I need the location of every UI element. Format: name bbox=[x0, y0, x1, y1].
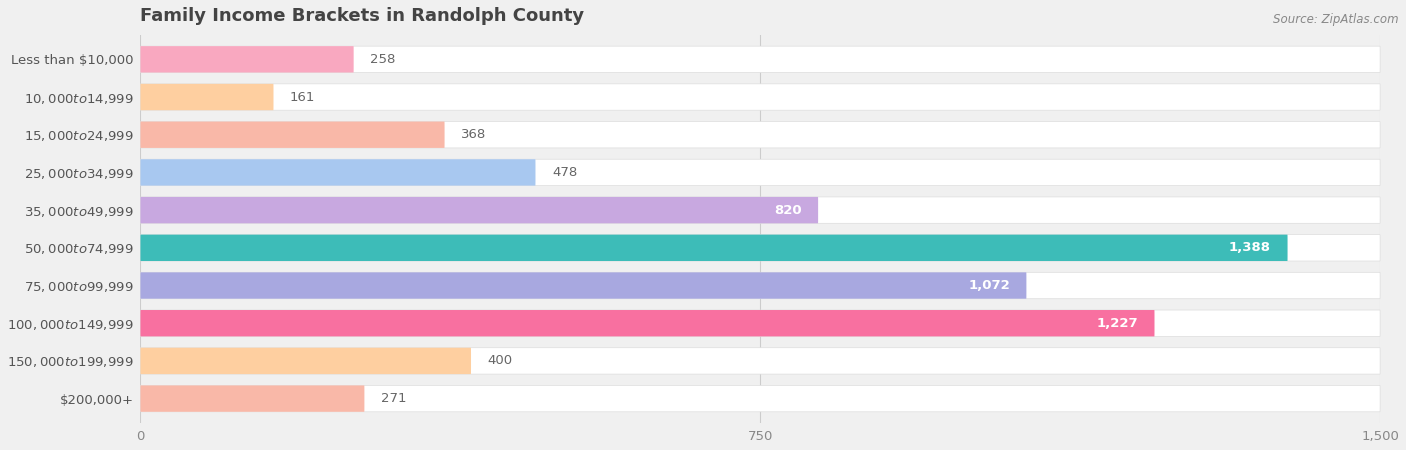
FancyBboxPatch shape bbox=[141, 272, 1026, 299]
FancyBboxPatch shape bbox=[141, 159, 1381, 185]
FancyBboxPatch shape bbox=[141, 385, 1381, 412]
FancyBboxPatch shape bbox=[141, 84, 274, 110]
FancyBboxPatch shape bbox=[141, 122, 1381, 148]
Text: 271: 271 bbox=[381, 392, 406, 405]
FancyBboxPatch shape bbox=[141, 234, 1381, 261]
FancyBboxPatch shape bbox=[141, 310, 1154, 337]
Text: 258: 258 bbox=[370, 53, 395, 66]
Text: Source: ZipAtlas.com: Source: ZipAtlas.com bbox=[1274, 14, 1399, 27]
Text: 368: 368 bbox=[461, 128, 486, 141]
FancyBboxPatch shape bbox=[141, 348, 471, 374]
FancyBboxPatch shape bbox=[141, 122, 444, 148]
FancyBboxPatch shape bbox=[141, 385, 364, 412]
Text: 400: 400 bbox=[488, 355, 513, 367]
FancyBboxPatch shape bbox=[141, 197, 1381, 223]
FancyBboxPatch shape bbox=[141, 197, 818, 223]
Text: Family Income Brackets in Randolph County: Family Income Brackets in Randolph Count… bbox=[141, 7, 585, 25]
FancyBboxPatch shape bbox=[141, 84, 1381, 110]
FancyBboxPatch shape bbox=[141, 46, 1381, 72]
FancyBboxPatch shape bbox=[141, 272, 1381, 299]
Text: 1,388: 1,388 bbox=[1229, 241, 1271, 254]
FancyBboxPatch shape bbox=[141, 348, 1381, 374]
Text: 478: 478 bbox=[553, 166, 578, 179]
FancyBboxPatch shape bbox=[141, 159, 536, 185]
FancyBboxPatch shape bbox=[141, 310, 1381, 337]
FancyBboxPatch shape bbox=[141, 46, 354, 72]
Text: 161: 161 bbox=[290, 90, 315, 104]
FancyBboxPatch shape bbox=[141, 234, 1288, 261]
Text: 820: 820 bbox=[773, 203, 801, 216]
Text: 1,072: 1,072 bbox=[969, 279, 1010, 292]
Text: 1,227: 1,227 bbox=[1097, 317, 1137, 330]
